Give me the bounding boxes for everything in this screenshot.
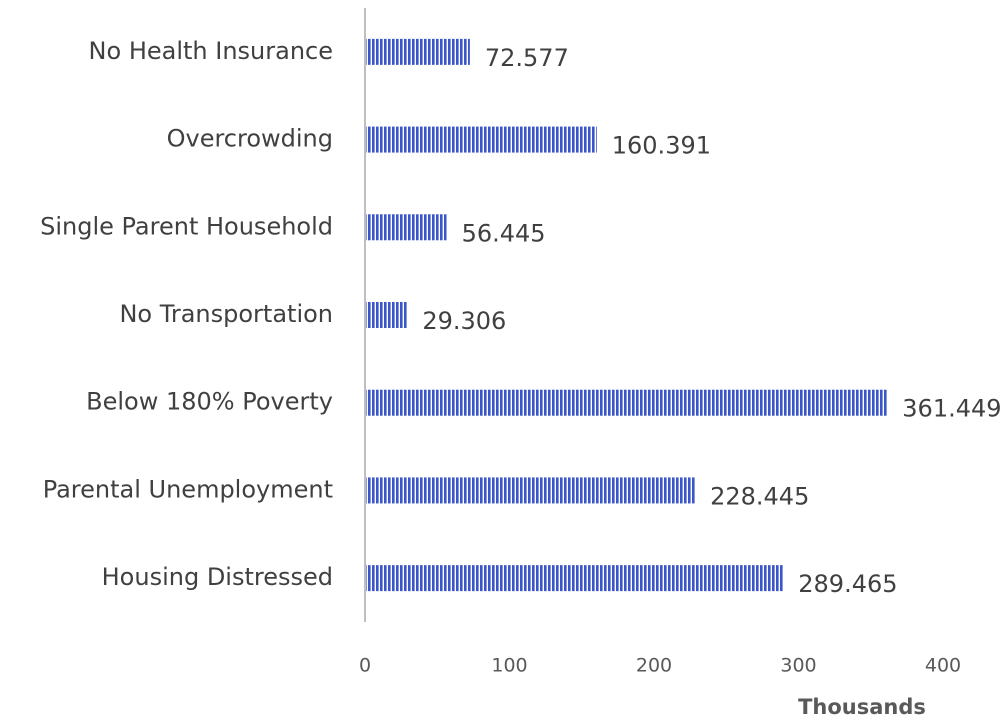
value-label: 160.391	[612, 132, 711, 160]
bar	[365, 565, 784, 592]
bar	[365, 302, 408, 328]
bar	[365, 389, 888, 416]
value-label: 56.445	[462, 219, 546, 247]
x-tick-label: 100	[491, 655, 527, 677]
bar	[365, 477, 696, 504]
x-tick-label: 0	[359, 655, 371, 677]
x-axis-title: Thousands	[798, 695, 926, 719]
value-label: 289.465	[798, 570, 897, 598]
value-label: 361.449	[902, 395, 1001, 423]
x-tick-label: 400	[925, 655, 961, 677]
y-tick-label: No Health Insurance	[89, 37, 333, 65]
y-tick-label: Single Parent Household	[40, 212, 333, 240]
y-tick-label: Overcrowding	[167, 125, 333, 153]
bar	[365, 126, 597, 153]
x-tick-label: 300	[780, 655, 816, 677]
value-label: 29.306	[422, 307, 506, 335]
bar	[365, 38, 470, 65]
y-tick-label: Below 180% Poverty	[86, 388, 333, 416]
y-tick-label: No Transportation	[119, 300, 333, 328]
bar	[365, 214, 447, 241]
value-label: 228.445	[710, 482, 809, 510]
value-label: 72.577	[485, 44, 569, 72]
x-tick-label: 200	[636, 655, 672, 677]
y-tick-label: Housing Distressed	[102, 563, 333, 591]
y-tick-label: Parental Unemployment	[43, 475, 333, 503]
